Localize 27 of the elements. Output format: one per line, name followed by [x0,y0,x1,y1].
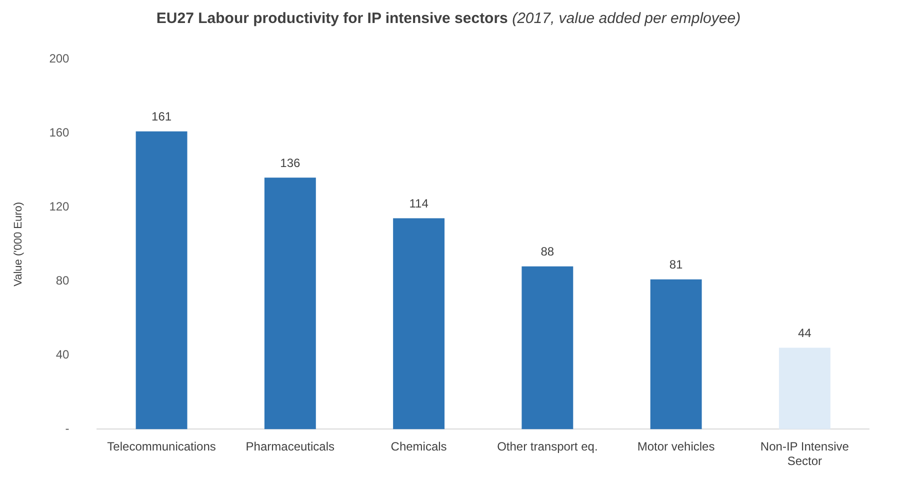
y-tick-label: 200 [49,52,70,66]
data-label: 114 [409,196,429,211]
x-tick-label: Pharmaceuticals [246,440,335,454]
y-tick-label: - [65,422,70,436]
y-axis-title: Value ('000 Euro) [12,202,25,286]
data-label: 161 [152,110,172,124]
chart-subtitle: (2017, value added per employee) [512,10,741,27]
bar [522,266,574,430]
x-tick-label: Chemicals [390,440,447,454]
bar [650,279,702,430]
chart-title: EU27 Labour productivity for IP intensive sectors [156,10,508,27]
y-tick-label: 40 [56,348,70,362]
bar [136,131,188,430]
bar [778,348,830,430]
y-tick-label: 120 [49,200,70,214]
x-tick-label: Non-IP Intensive Sector [760,440,850,468]
x-tick-label: Motor vehicles [637,440,715,454]
y-tick-label: 80 [56,274,70,288]
bar [264,178,316,430]
data-label: 44 [798,326,812,340]
x-tick-label: Other transport eq. [497,440,598,454]
data-label: 81 [669,258,684,272]
data-label: 136 [280,156,300,170]
bar [393,218,445,430]
data-label: 88 [540,244,554,259]
x-tick-label: Telecommunications [107,440,216,454]
y-tick-label: 160 [49,126,70,140]
